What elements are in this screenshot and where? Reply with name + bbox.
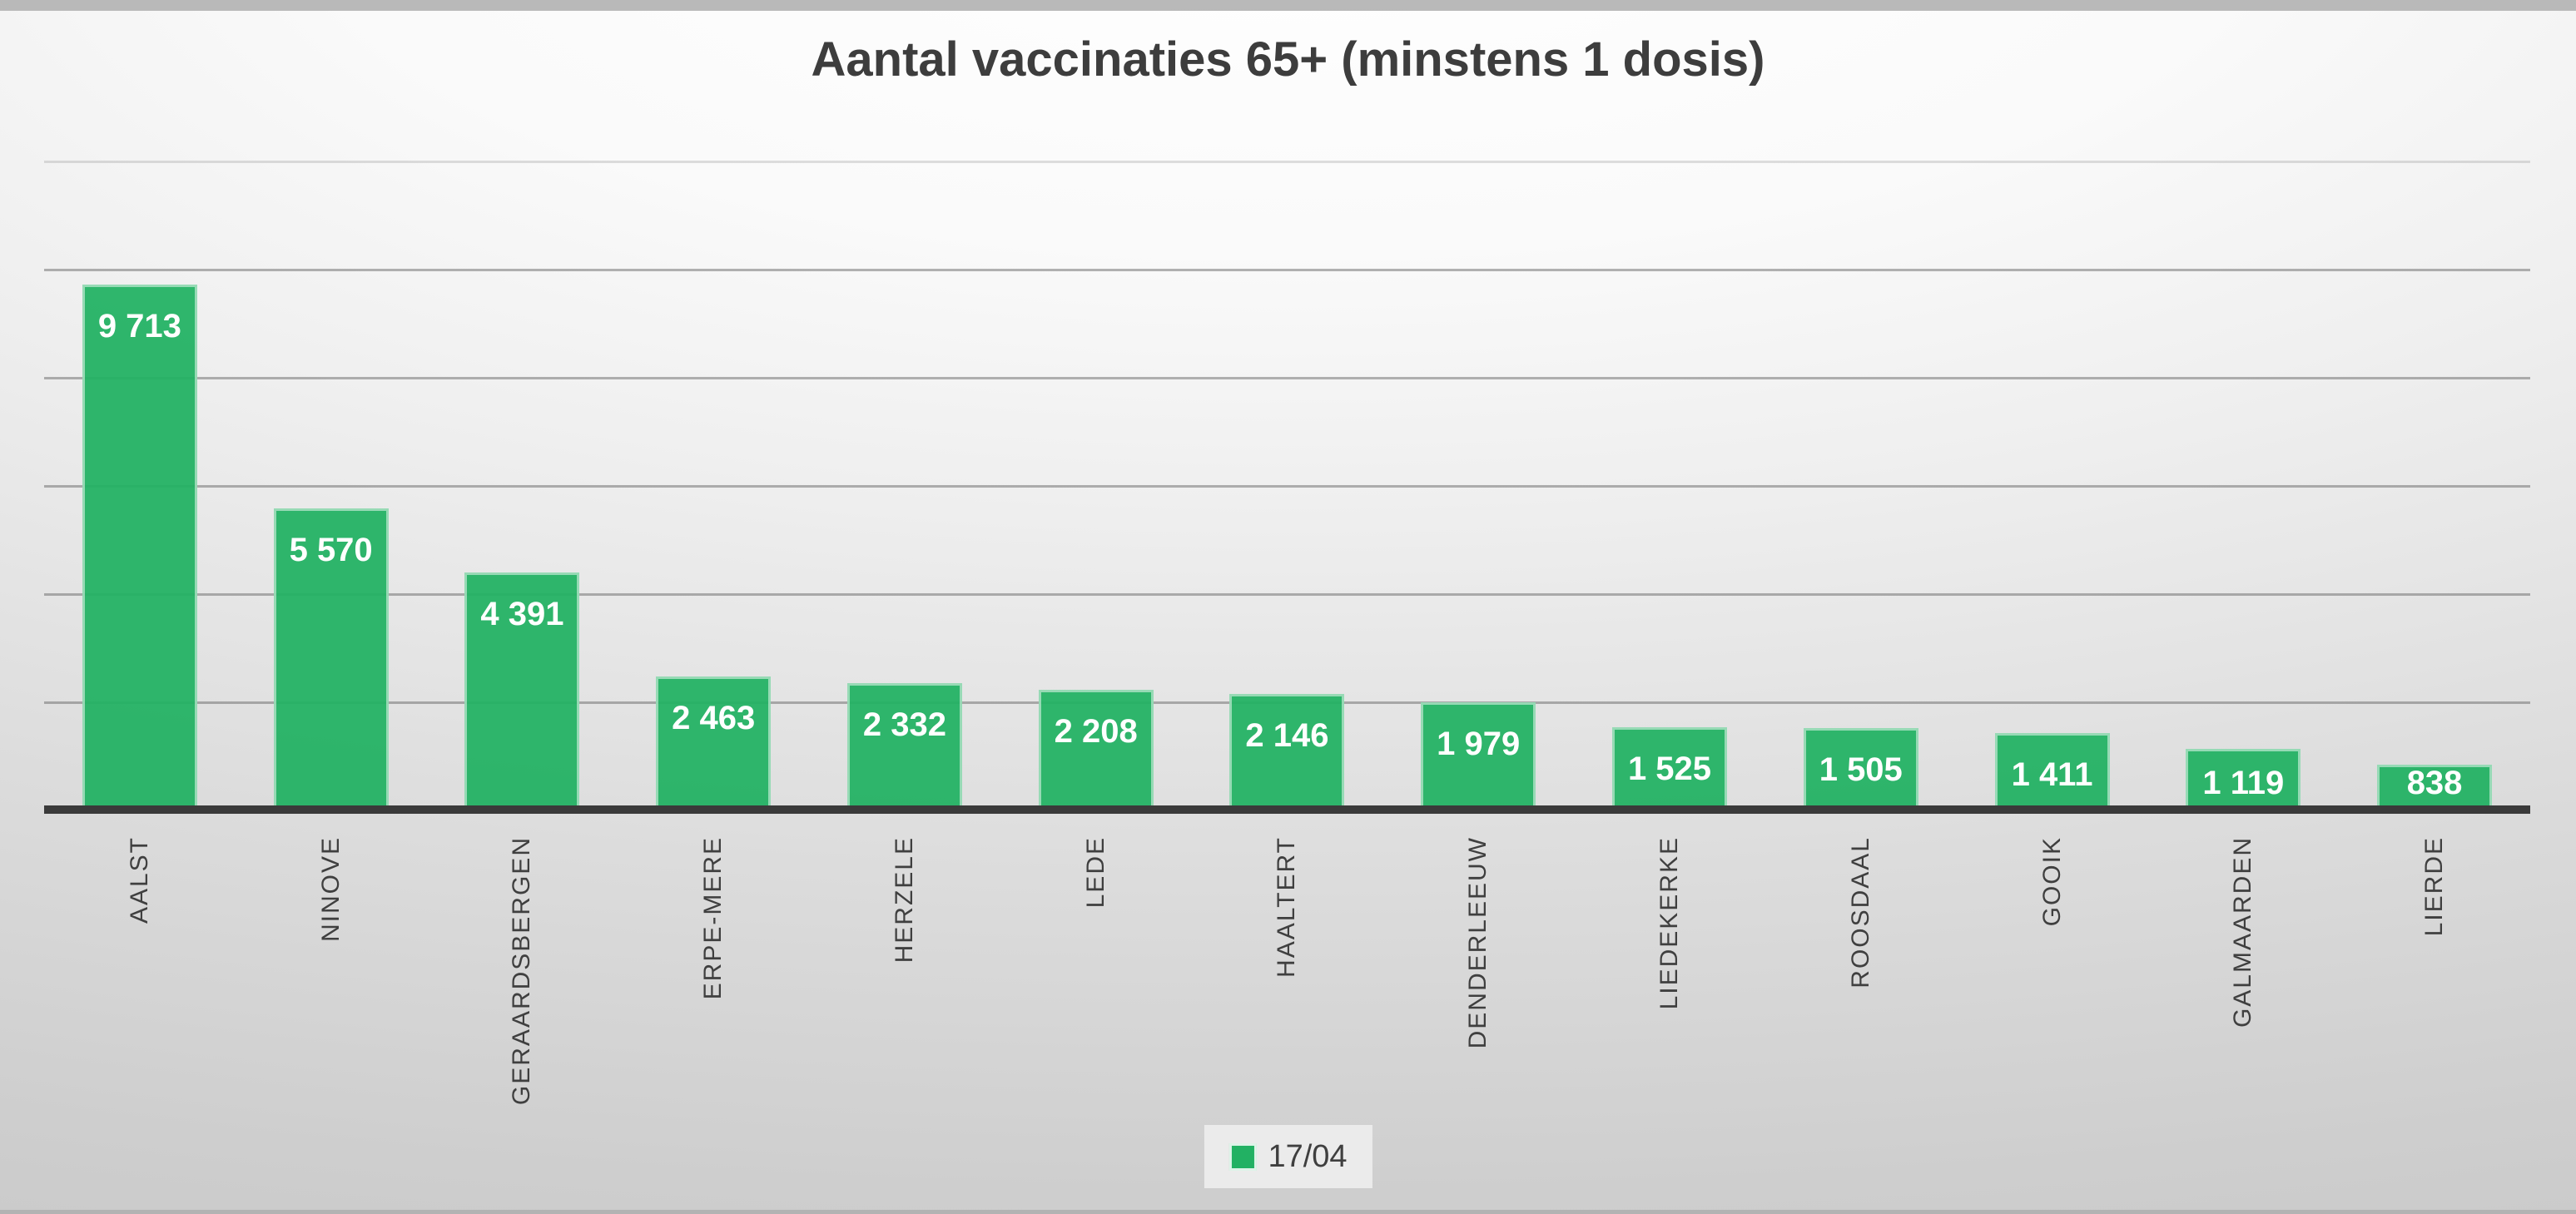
category-label: DENDERLEEUW [1464,836,1492,1049]
category-label: LIERDE [2420,836,2449,937]
bar-slot: 2 463 [618,161,809,810]
category-cell: GALMAARDEN [2147,836,2339,1127]
bar-series: 9 713 5 570 4 391 2 463 2 332 2 208 2 146 1 979… [44,161,2530,810]
category-cell: LEDE [1000,836,1192,1127]
bar-slot: 1 979 [1382,161,1574,810]
bar: 838 [2377,765,2493,810]
bar-slot: 838 [2339,161,2530,810]
bar-value-label: 9 713 [97,308,181,344]
x-axis-line [44,805,2530,814]
category-cell: ROOSDAAL [1765,836,1957,1127]
bar-value-label: 1 525 [1627,751,1712,787]
gridline [44,485,2530,488]
bar-slot: 1 411 [1957,161,2148,810]
bar-slot: 1 525 [1574,161,1765,810]
bar-value-label: 1 119 [2202,765,2285,801]
bottom-edge-strip [0,1210,2576,1214]
bar: 1 119 [2186,749,2301,810]
bar-value-label: 5 570 [289,532,373,568]
gridline [44,161,2530,163]
bar-value-label: 2 146 [1245,717,1329,754]
category-cell: GERAARDSBERGEN [427,836,618,1127]
category-cell: HERZELE [809,836,1000,1127]
category-cell: LIERDE [2339,836,2530,1127]
chart-title: Aantal vaccinaties 65+ (minstens 1 dosis… [811,32,1765,87]
category-cell: GOOIK [1957,836,2148,1127]
category-cell: NINOVE [236,836,427,1127]
bar: 9 713 [82,285,197,810]
legend: 17/04 [1204,1125,1372,1188]
category-label: NINOVE [316,836,345,943]
category-label: ERPE-MERE [699,836,727,1000]
plot-area: 9 713 5 570 4 391 2 463 2 332 2 208 2 146 1 979… [44,161,2530,814]
category-cell: HAALTERT [1192,836,1383,1127]
category-cell: LIEDEKERKE [1574,836,1765,1127]
bar-slot: 2 332 [809,161,1000,810]
category-label: GOOIK [2037,836,2066,927]
category-label: LEDE [1081,836,1109,909]
gridline [44,593,2530,596]
bar: 1 525 [1612,727,1727,810]
bar-value-label: 838 [2406,765,2463,801]
bar: 1 411 [1994,733,2110,810]
category-label: ROOSDAAL [1846,836,1874,989]
category-label: HAALTERT [1273,836,1301,978]
bar-slot: 9 713 [44,161,236,810]
bar-slot: 1 119 [2147,161,2339,810]
category-label: AALST [125,836,153,924]
bar-value-label: 2 332 [862,706,946,743]
bar: 1 505 [1803,728,1918,810]
bar: 2 463 [656,676,772,810]
category-label: HERZELE [890,836,918,964]
legend-label: 17/04 [1268,1138,1348,1174]
legend-swatch-icon [1228,1142,1257,1171]
bar: 2 208 [1038,690,1154,810]
bar-value-label: 1 505 [1819,751,1903,788]
gridline [44,377,2530,379]
bar: 2 146 [1229,694,1345,810]
bar: 4 391 [464,572,580,810]
category-label: GERAARDSBERGEN [508,836,536,1106]
bar-slot: 1 505 [1765,161,1957,810]
category-label: GALMAARDEN [2229,836,2257,1028]
bar-value-label: 1 411 [2011,756,2093,793]
bar: 2 332 [846,683,962,810]
bar-slot: 4 391 [427,161,618,810]
bar-value-label: 1 979 [1437,726,1521,762]
bar-slot: 5 570 [236,161,427,810]
bar-value-label: 2 463 [672,700,756,736]
category-label: LIEDEKERKE [1655,836,1683,1010]
category-cell: ERPE-MERE [618,836,809,1127]
category-cell: DENDERLEEUW [1382,836,1574,1127]
bar-value-label: 2 208 [1054,713,1138,750]
category-cell: AALST [44,836,236,1127]
bar-slot: 2 146 [1192,161,1383,810]
category-axis-labels: AALST NINOVE GERAARDSBERGEN ERPE-MERE HERZEL… [44,836,2530,1127]
bar-slot: 2 208 [1000,161,1192,810]
bar-value-label: 4 391 [480,596,564,632]
gridline [44,269,2530,271]
top-edge-strip [0,0,2576,11]
bar: 5 570 [273,508,389,810]
bar: 1 979 [1421,702,1536,810]
